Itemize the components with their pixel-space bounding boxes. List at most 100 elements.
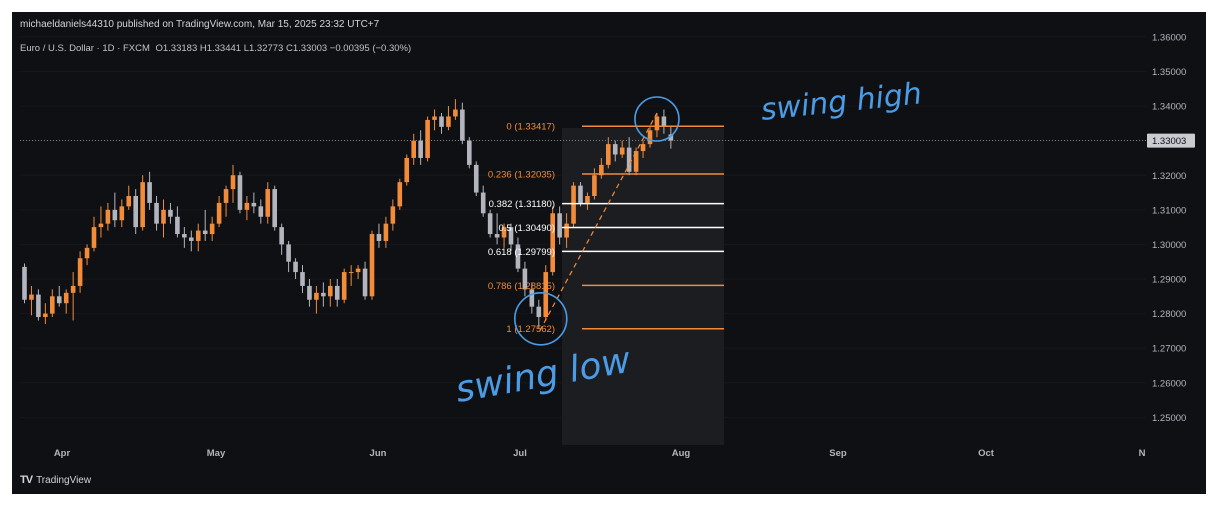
last-price-tag xyxy=(1147,133,1195,148)
fib-level-label: 0.786 (1.28815) xyxy=(488,281,555,292)
candle-body xyxy=(453,109,458,117)
fibonacci-retracement[interactable]: 0 (1.33417) 0.236 (1.32035) 0.382 (1.31180… xyxy=(488,112,724,335)
price-tick-label: 1.35000 xyxy=(1152,67,1186,78)
price-tick-label: 1.26000 xyxy=(1152,378,1186,389)
candle-body xyxy=(626,147,632,172)
candle-body xyxy=(543,272,549,318)
candle-body xyxy=(571,185,576,224)
fib-level-label: 0 (1.33417) xyxy=(506,122,555,133)
candle-body xyxy=(592,175,597,196)
candle-body xyxy=(230,175,236,190)
candle-body xyxy=(480,192,486,214)
fib-level-label: 0.236 (1.32035) xyxy=(488,170,555,181)
fib-level-label: 0.618 (1.29799) xyxy=(488,247,555,258)
last-price-label: 1.33003 xyxy=(1152,136,1186,147)
price-axis[interactable]: 1.360001.350001.340001.330001.320001.310… xyxy=(20,32,1195,424)
candle-body xyxy=(244,202,250,210)
candle-body xyxy=(84,247,90,259)
candle-body xyxy=(411,140,416,158)
time-axis[interactable]: Apr May Jun Jul Aug Sep Oct N xyxy=(54,448,1146,459)
price-tick-label: 1.36000 xyxy=(1152,32,1186,43)
candle-body xyxy=(279,227,284,245)
price-tick-label: 1.31000 xyxy=(1152,205,1186,216)
footer-brand[interactable]: TradingView xyxy=(36,474,92,486)
price-tick-label: 1.34000 xyxy=(1152,102,1186,113)
candle-body xyxy=(314,292,319,300)
candle-body xyxy=(467,140,472,165)
candle-body xyxy=(189,237,194,241)
candle-body xyxy=(599,164,604,176)
candle-body xyxy=(619,147,625,155)
candle-body xyxy=(348,272,354,274)
candle-body xyxy=(175,216,180,235)
time-tick-label: Jun xyxy=(370,448,387,459)
candle-body xyxy=(265,189,271,217)
candle-body xyxy=(557,213,562,238)
time-tick-label: May xyxy=(207,448,226,459)
price-tick-label: 1.29000 xyxy=(1152,275,1186,286)
candle-body xyxy=(328,285,333,297)
candle-body xyxy=(272,189,277,228)
candle-body xyxy=(258,206,264,217)
candle-body xyxy=(508,227,514,245)
time-tick-label: Sep xyxy=(829,448,847,459)
symbol-name[interactable]: Euro / U.S. Dollar · 1D · FXCM xyxy=(20,43,150,54)
candle-body xyxy=(487,213,493,235)
candle-body xyxy=(369,234,375,297)
candle-body xyxy=(550,213,555,273)
candle-body xyxy=(529,289,535,307)
candles xyxy=(22,99,674,329)
candle-body xyxy=(293,261,298,273)
candle-body xyxy=(473,164,479,193)
candle-body xyxy=(355,268,361,273)
candle-body xyxy=(36,294,41,318)
fib-level-label: 1 (1.27562) xyxy=(506,324,555,335)
candle-body xyxy=(460,109,465,141)
candle-body xyxy=(286,244,291,262)
candle-body xyxy=(501,227,507,238)
candle-body xyxy=(126,196,132,207)
candle-body xyxy=(300,272,305,286)
candle-body xyxy=(633,151,639,172)
candle-body xyxy=(161,209,166,224)
candle-body xyxy=(119,206,125,221)
candle-body xyxy=(98,223,104,228)
candle-body xyxy=(63,292,69,304)
footer: TV TradingView xyxy=(20,474,91,486)
time-tick-label: Jul xyxy=(513,448,527,459)
candle-body xyxy=(654,116,660,131)
swing-high-label: swing high xyxy=(759,76,923,128)
price-tick-label: 1.30000 xyxy=(1152,240,1186,251)
candle-body xyxy=(70,285,76,293)
candle-body xyxy=(397,182,403,207)
candle-body xyxy=(515,244,521,269)
candle-body xyxy=(439,116,444,127)
symbol-legend[interactable]: Euro / U.S. Dollar · 1D · FXCM O1.33183 … xyxy=(20,43,411,54)
candle-body xyxy=(418,140,423,158)
candle-body xyxy=(237,175,243,210)
candle-body xyxy=(140,182,145,228)
candle-body xyxy=(251,202,257,207)
candle-body xyxy=(606,144,611,165)
swing-high-circle xyxy=(634,96,680,142)
candle-body xyxy=(578,185,583,203)
candle-body xyxy=(585,196,590,203)
candle-body xyxy=(307,285,312,300)
price-tick-label: 1.28000 xyxy=(1152,309,1186,320)
candle-body xyxy=(105,209,111,224)
candle-body xyxy=(383,223,389,241)
time-tick-label: N xyxy=(1139,448,1146,459)
fib-shaded-zone xyxy=(562,128,724,445)
candle-body xyxy=(182,234,187,238)
candle-body xyxy=(564,223,569,238)
candle-body xyxy=(147,182,152,203)
price-tick-label: 1.25000 xyxy=(1152,413,1186,424)
candle-body xyxy=(223,189,229,203)
price-axis-bg xyxy=(1146,30,1198,445)
candle-body xyxy=(334,285,340,300)
candle-body xyxy=(133,196,138,228)
candle-body xyxy=(494,234,500,238)
candle-body xyxy=(668,134,674,141)
time-tick-label: Oct xyxy=(978,448,995,459)
